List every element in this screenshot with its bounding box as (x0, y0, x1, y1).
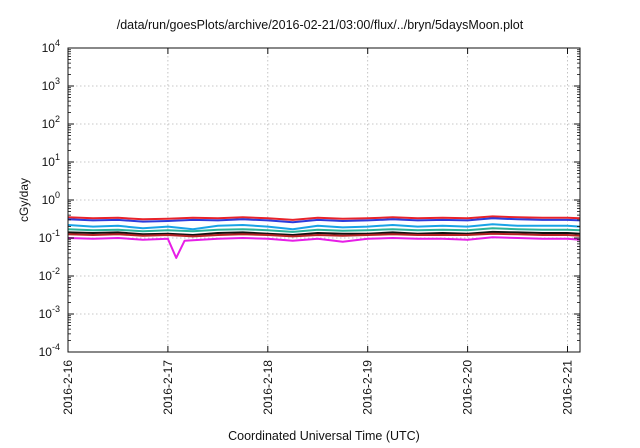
y-tick-label: 102 (42, 114, 60, 131)
x-tick-label: 2016-2-21 (561, 360, 575, 415)
y-tick-label: 10-3 (39, 304, 60, 321)
x-tick-label: 2016-2-17 (161, 360, 175, 415)
y-axis-ticks: 10-4 10-3 10-2 10-1 100 101 102 103 104 (39, 38, 580, 359)
x-tick-label: 2016-2-16 (61, 360, 75, 415)
series-line-2 (67, 217, 581, 224)
series-line-3 (67, 223, 581, 231)
y-tick-label: 10-4 (39, 342, 60, 359)
series-group (67, 215, 581, 259)
series-line-7 (67, 236, 581, 259)
x-tick-label: 2016-2-19 (361, 360, 375, 415)
x-axis-label: Coordinated Universal Time (UTC) (228, 429, 420, 443)
x-tick-label: 2016-2-20 (461, 360, 475, 415)
series-line-4 (67, 227, 581, 233)
grid (68, 48, 580, 352)
series-line-5 (67, 230, 581, 236)
x-tick-label: 2016-2-18 (261, 360, 275, 415)
series-line-1 (67, 215, 581, 221)
x-axis-ticks: 2016-2-16 2016-2-17 2016-2-18 2016-2-19 2016… (61, 48, 575, 415)
y-tick-label: 101 (42, 152, 60, 169)
y-tick-label: 103 (42, 76, 60, 93)
y-tick-label: 104 (42, 38, 60, 55)
chart-title: /data/run/goesPlots/archive/2016-02-21/0… (116, 18, 524, 32)
y-tick-label: 100 (42, 190, 60, 207)
y-tick-label: 10-1 (39, 228, 60, 245)
series-line-6 (67, 232, 581, 238)
y-tick-label: 10-2 (39, 266, 60, 283)
